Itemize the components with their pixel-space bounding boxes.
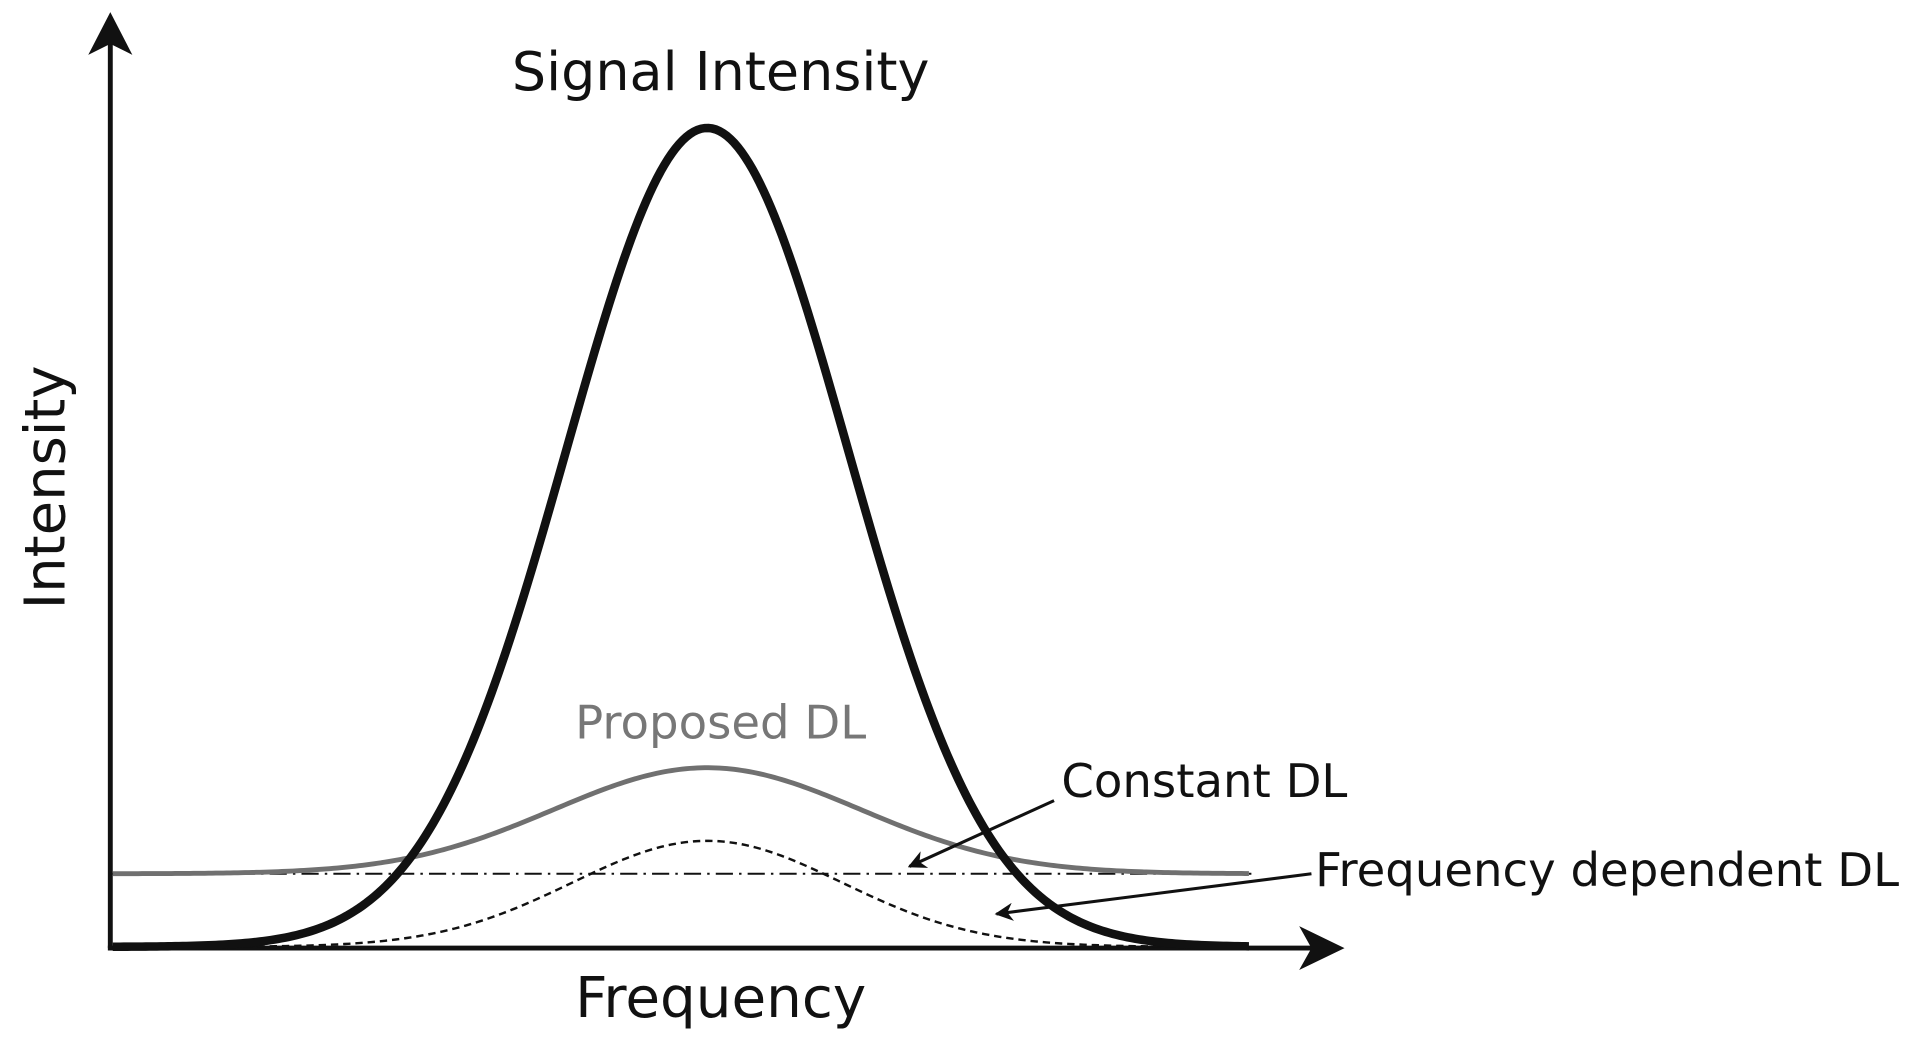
proposed-dl-label: Proposed DL bbox=[575, 696, 866, 750]
constant-dl-label: Constant DL bbox=[1061, 754, 1347, 808]
frequency-dependent-dl-pointer bbox=[994, 872, 1312, 921]
frequency-dependent-dl-label: Frequency dependent DL bbox=[1315, 843, 1899, 897]
constant-dl-pointer bbox=[907, 799, 1055, 868]
frequency-dependent-dl-curve bbox=[245, 839, 1176, 948]
signal-curve bbox=[112, 123, 1249, 952]
y-axis-label: Intensity bbox=[14, 365, 79, 609]
signal-label: Signal Intensity bbox=[512, 40, 929, 103]
x-axis-arrow bbox=[1299, 926, 1345, 971]
x-axis-label: Frequency bbox=[575, 966, 866, 1031]
proposed-dl-curve bbox=[112, 765, 1249, 877]
y-axis-arrow bbox=[88, 12, 133, 55]
